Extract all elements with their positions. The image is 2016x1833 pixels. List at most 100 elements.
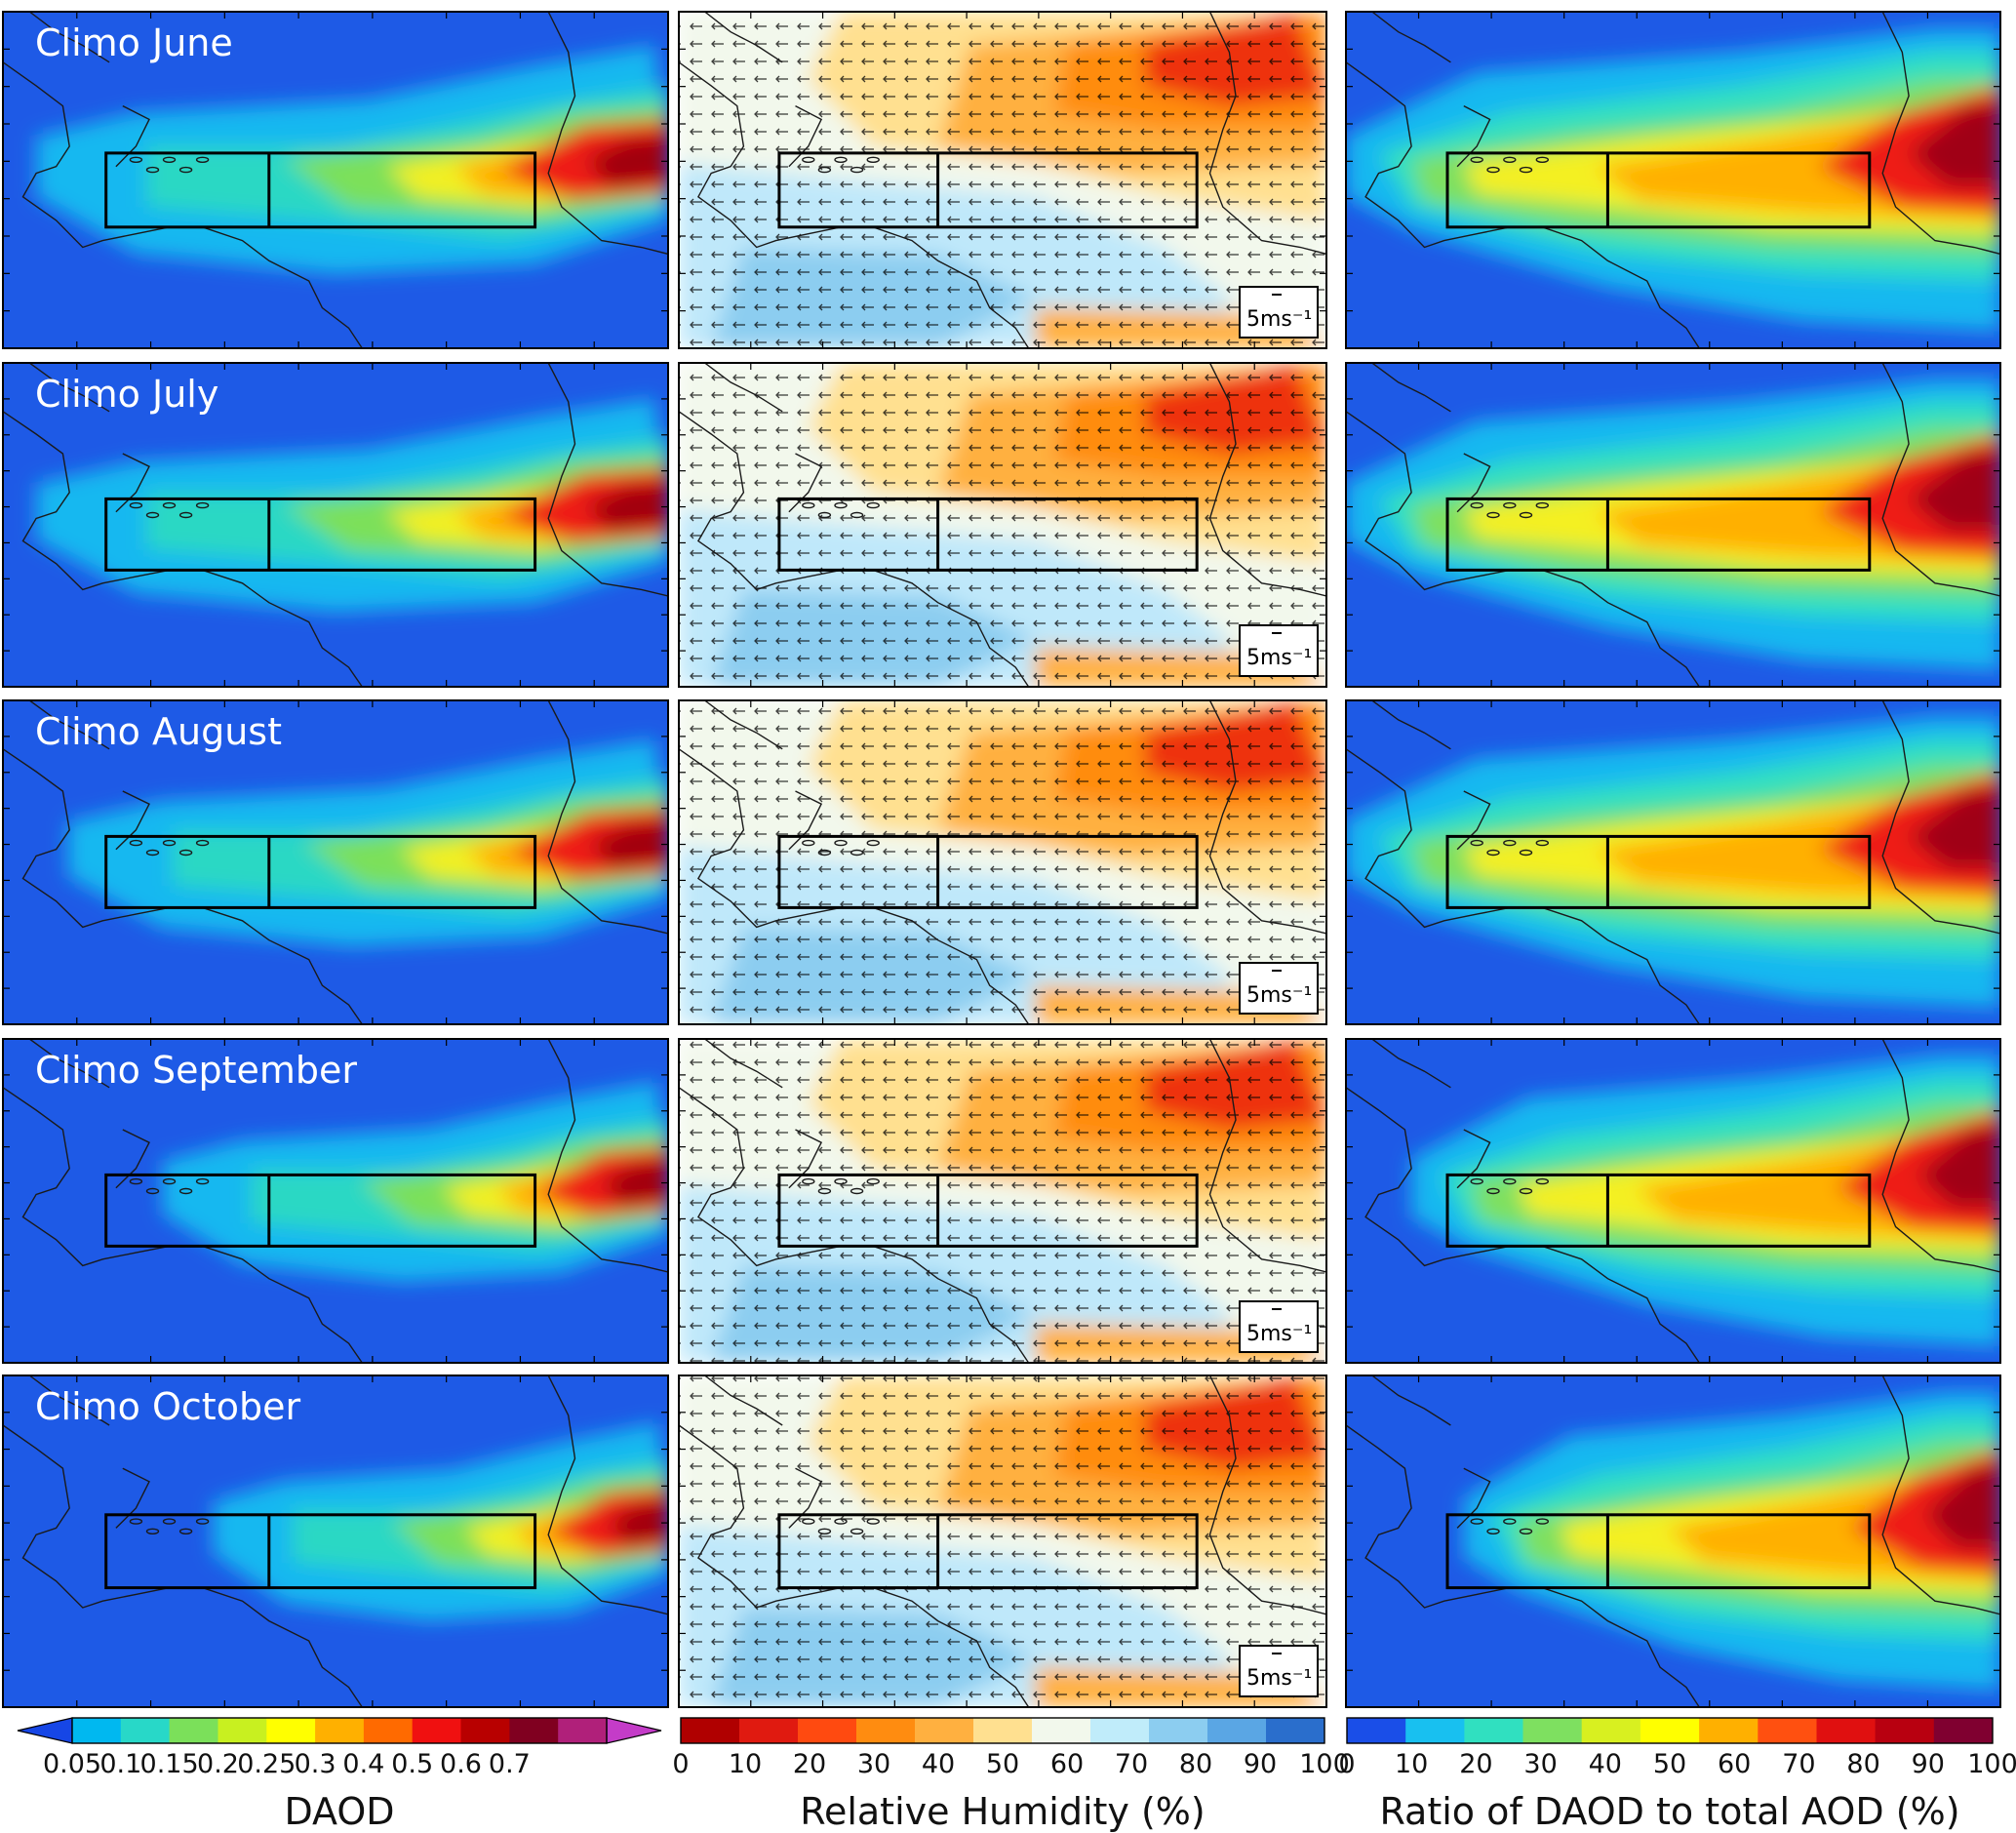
coast-segment xyxy=(3,1424,363,1707)
colorbar-tick-label: 0.6 xyxy=(440,1749,482,1779)
rh-panel xyxy=(678,362,1327,688)
island xyxy=(850,1187,864,1195)
study-box xyxy=(777,1173,1199,1248)
island xyxy=(1470,1518,1483,1525)
study-box-outline xyxy=(1445,497,1872,572)
island xyxy=(1519,1187,1533,1195)
coastline xyxy=(3,700,668,1024)
island xyxy=(1470,501,1483,509)
coast-segment xyxy=(1208,1039,1326,1273)
axis-ticks xyxy=(1346,363,2000,687)
axis-ticks xyxy=(1346,1039,2000,1363)
colorbar-tick-label: 50 xyxy=(1652,1749,1687,1779)
coast-segment xyxy=(704,1039,783,1089)
island xyxy=(850,511,864,519)
colorbar-tick-label: 50 xyxy=(985,1749,1020,1779)
wind-scale-label: 5ms⁻¹ xyxy=(1246,646,1313,670)
colorbar-tick-label: 30 xyxy=(856,1749,891,1779)
island xyxy=(866,1177,880,1185)
island xyxy=(1503,839,1517,847)
ratio-panel xyxy=(1345,699,2001,1025)
study-box xyxy=(104,834,537,909)
colorbar-segment xyxy=(460,1718,510,1743)
coastline xyxy=(679,1375,1326,1707)
colorbar-tick-label: 40 xyxy=(1588,1749,1622,1779)
island xyxy=(1519,166,1533,174)
colorbar-segment xyxy=(1522,1718,1583,1743)
study-box-outline xyxy=(777,151,1199,229)
colorbar-tick-label: 0.7 xyxy=(488,1749,531,1779)
colorbar-tick-label: 40 xyxy=(921,1749,956,1779)
island xyxy=(145,1187,160,1195)
panel-title: Climo June xyxy=(35,21,233,64)
island xyxy=(1503,156,1517,164)
coastline xyxy=(1346,700,2000,1024)
coastline xyxy=(1346,12,2000,348)
colorbar-segment xyxy=(1816,1718,1877,1743)
study-box xyxy=(104,151,537,229)
colorbar-tick-label: 0.25 xyxy=(237,1749,296,1779)
island xyxy=(162,1177,177,1185)
wind-vectors xyxy=(679,1375,1326,1707)
daod-panel xyxy=(2,699,669,1025)
island xyxy=(802,839,815,847)
island xyxy=(866,501,880,509)
colorbar-segment xyxy=(739,1718,799,1743)
colorbar-segment xyxy=(1405,1718,1465,1743)
coast-segment xyxy=(1371,1375,1451,1426)
island xyxy=(145,511,160,519)
island xyxy=(1470,839,1483,847)
island xyxy=(817,166,832,174)
panel-title: Climo September xyxy=(35,1049,358,1092)
colorbar-segment xyxy=(681,1718,740,1743)
coastline xyxy=(3,1039,668,1363)
wind-scale-label: 5ms⁻¹ xyxy=(1246,983,1313,1008)
study-box-outline xyxy=(104,151,537,229)
coast-segment xyxy=(115,790,150,851)
coast-segment xyxy=(1346,1087,1700,1363)
island xyxy=(195,1518,210,1525)
colorbar-tick-label: 70 xyxy=(1782,1749,1816,1779)
island xyxy=(178,1528,193,1535)
wind-vectors xyxy=(679,700,1326,1024)
colorbar-tick-label: 0.4 xyxy=(342,1749,385,1779)
coast-segment xyxy=(28,1375,110,1426)
ratio-panel xyxy=(1345,1375,2001,1708)
axis-ticks xyxy=(679,363,1326,687)
coast-segment xyxy=(115,1129,150,1189)
coast-segment xyxy=(679,411,1030,687)
colorbar-tick-label: 60 xyxy=(1718,1749,1752,1779)
daod-contour xyxy=(586,136,668,187)
island xyxy=(1470,156,1483,164)
study-box-outline xyxy=(1445,1173,1872,1248)
coast-segment xyxy=(1881,1375,2000,1615)
colorbar-extend-high xyxy=(606,1717,662,1744)
colorbar-tick-label: 0.3 xyxy=(294,1749,336,1779)
coast-segment xyxy=(547,12,668,256)
island xyxy=(178,1187,193,1195)
coast-segment xyxy=(1371,1039,1451,1089)
island xyxy=(817,1528,832,1535)
coast-segment xyxy=(1371,700,1451,750)
daod-panel xyxy=(2,1038,669,1364)
coast-segment xyxy=(1456,1467,1491,1529)
coast-segment xyxy=(788,1467,823,1529)
island xyxy=(195,501,210,509)
coast-segment xyxy=(1371,363,1451,413)
colorbar-segment xyxy=(1149,1718,1208,1743)
coast-segment xyxy=(1456,790,1491,851)
panel-title: Climo October xyxy=(35,1385,301,1428)
island xyxy=(850,1528,864,1535)
wind-vectors xyxy=(679,1039,1326,1363)
wind-scale-arrow xyxy=(1272,1308,1282,1310)
island xyxy=(866,156,880,164)
study-box xyxy=(777,497,1199,572)
coast-segment xyxy=(1346,411,1700,687)
coast-segment xyxy=(1208,700,1326,935)
panel-title: Climo August xyxy=(35,710,282,753)
island xyxy=(1535,839,1550,847)
colorbar-tick-label: 70 xyxy=(1114,1749,1149,1779)
coast-segment xyxy=(1456,453,1491,513)
coast-segment xyxy=(679,61,1030,348)
